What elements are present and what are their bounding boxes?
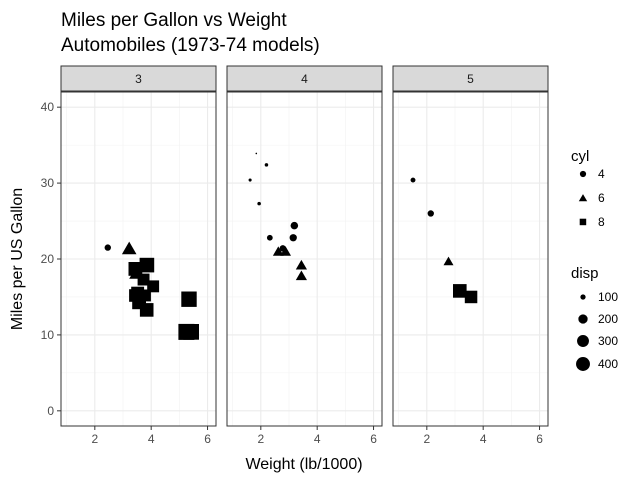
panel-border [226, 91, 383, 427]
legend-shape-label: 8 [598, 215, 605, 229]
x-tick-label: 4 [148, 432, 155, 446]
legend: cyl disp 4 6 8 100 200 300 400 [571, 148, 618, 371]
data-point [139, 289, 151, 302]
data-point [280, 246, 291, 256]
legend-shape-label: 4 [598, 167, 605, 181]
y-tick-label: 30 [41, 176, 55, 190]
data-point [139, 303, 154, 317]
data-point [121, 241, 137, 255]
facet-strip [226, 65, 383, 92]
data-point [264, 163, 269, 167]
legend-size-key [576, 357, 590, 371]
facet-panel-3: 3 2 4 6 [60, 65, 217, 446]
legend-shape-label: 6 [598, 191, 605, 205]
facet-panel-4: 4 2 4 6 [226, 65, 383, 446]
legend-shape-key [579, 218, 587, 226]
data-point [147, 280, 160, 293]
legend-size-title: disp [571, 265, 599, 282]
data-point [272, 246, 284, 256]
facet-strip-label: 3 [135, 72, 142, 86]
legend-size-label: 300 [598, 334, 618, 348]
y-tick-label: 20 [41, 252, 55, 266]
x-tick-label: 6 [204, 432, 211, 446]
facet-panel-5: 5 2 4 6 [392, 65, 549, 446]
y-axis-title: Miles per US Gallon [9, 188, 26, 330]
facet-strip [392, 65, 549, 92]
data-point [464, 290, 478, 304]
data-point [248, 178, 252, 182]
x-tick-label: 6 [370, 432, 377, 446]
data-point [290, 221, 299, 230]
legend-size-label: 100 [598, 290, 618, 304]
facet-panels: 3 2 4 6 4 2 4 6 5 2 4 6 [60, 65, 549, 446]
x-tick-label: 4 [314, 432, 321, 446]
chart-title: Miles per Gallon vs Weight [61, 10, 287, 31]
legend-shape-key [578, 194, 588, 202]
legend-size-key [577, 335, 589, 347]
x-tick-label: 2 [91, 432, 98, 446]
data-point [443, 256, 454, 266]
y-tick-label: 10 [41, 328, 55, 342]
data-point [137, 273, 150, 286]
data-point [295, 259, 307, 270]
facet-strip [60, 65, 217, 92]
legend-size-label: 400 [598, 357, 618, 371]
x-tick-label: 2 [423, 432, 430, 446]
facet-strip-label: 5 [467, 72, 474, 86]
data-point [128, 262, 143, 276]
data-point [266, 234, 273, 241]
x-tick-label: 4 [480, 432, 487, 446]
y-axis: 0 10 20 30 40 [41, 100, 61, 418]
x-tick-label: 6 [536, 432, 543, 446]
data-point [295, 270, 307, 281]
legend-shape-key [579, 170, 587, 178]
data-point [453, 284, 467, 298]
data-point [427, 210, 434, 217]
y-tick-label: 0 [47, 404, 54, 418]
y-tick-label: 40 [41, 100, 55, 114]
chart-subtitle: Automobiles (1973-74 models) [61, 35, 320, 56]
data-point [257, 201, 261, 206]
x-tick-label: 2 [257, 432, 264, 446]
x-axis-title: Weight (lb/1000) [245, 456, 362, 473]
legend-size-key [580, 294, 586, 300]
data-point [129, 289, 142, 302]
data-point [255, 152, 258, 155]
data-point [104, 244, 111, 251]
legend-shape-title: cyl [571, 148, 589, 165]
legend-size-label: 200 [598, 312, 618, 326]
facet-strip-label: 4 [301, 72, 308, 86]
data-point [279, 245, 286, 252]
data-point [289, 234, 297, 242]
data-point [183, 324, 199, 340]
panel-border [392, 91, 549, 427]
data-point [410, 177, 416, 183]
data-point [181, 291, 197, 307]
legend-size-key [578, 314, 588, 324]
data-point [139, 257, 155, 273]
